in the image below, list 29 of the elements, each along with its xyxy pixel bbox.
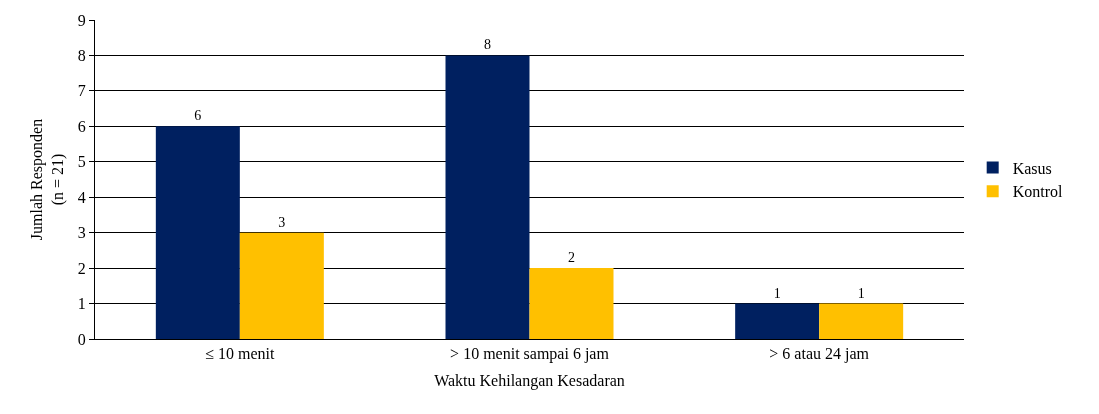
y-tick-label: 0	[77, 330, 86, 348]
y-tick-label: 7	[77, 82, 86, 100]
bar	[445, 55, 530, 339]
y-tick-label: 2	[77, 259, 86, 277]
y-tick-label: 8	[77, 47, 86, 65]
y-tick-label: 4	[77, 188, 86, 206]
legend-label: Kontrol	[1012, 183, 1064, 201]
data-label: 6	[194, 108, 202, 124]
data-label: 3	[278, 214, 286, 230]
data-label: 8	[484, 37, 491, 53]
data-label: 2	[568, 250, 575, 266]
y-tick-label: 9	[77, 11, 86, 29]
x-tick-label: > 10 menit sampai 6 jam	[450, 345, 610, 364]
y-tick-label: 6	[77, 117, 86, 135]
y-tick-label: 5	[77, 153, 86, 171]
bar	[155, 126, 240, 339]
data-label: 1	[773, 285, 781, 301]
bar	[529, 268, 614, 339]
y-tick-label: 3	[77, 224, 86, 242]
y-axis-title: Jumlah Responden (n = 21)	[27, 118, 67, 241]
x-tick-label: > 6 atau 24 jam	[769, 345, 870, 364]
legend-label: Kasus	[1012, 159, 1052, 177]
x-tick-label: ≤ 10 menit	[205, 345, 275, 363]
bar	[819, 303, 904, 339]
data-label: 1	[857, 285, 865, 301]
y-tick-label: 1	[77, 295, 86, 313]
bar	[239, 232, 324, 339]
bar	[735, 303, 820, 339]
x-axis-title: Waktu Kehilangan Kesadaran	[434, 371, 625, 390]
